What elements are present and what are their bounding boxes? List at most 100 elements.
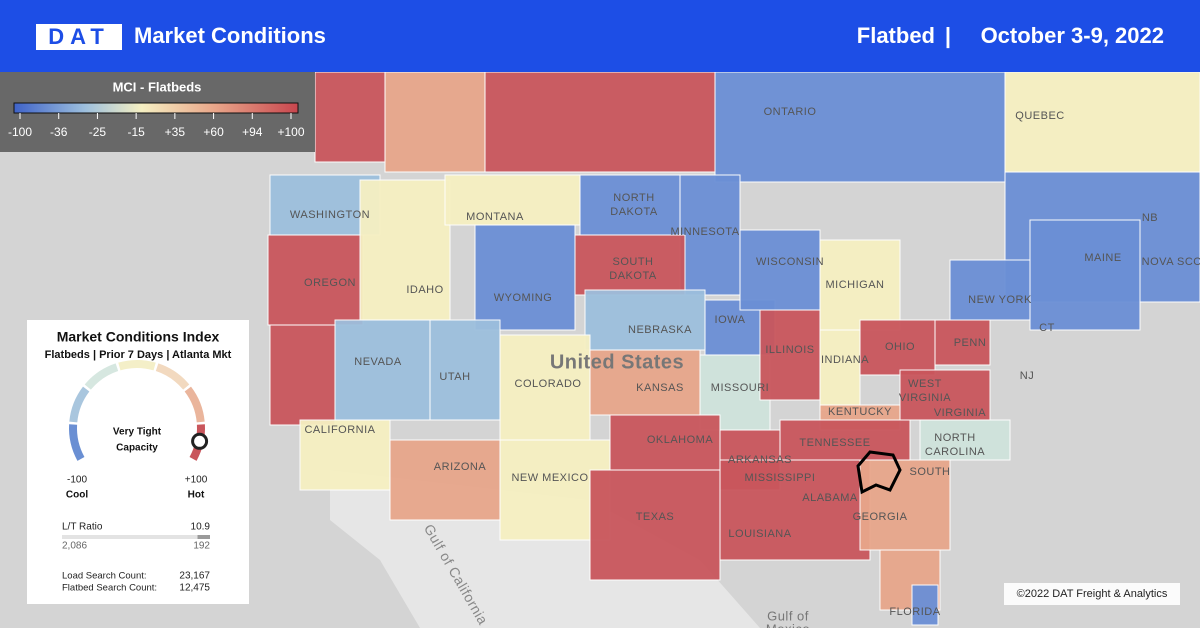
region [484,71,716,173]
header-mode: Flatbed [857,23,935,48]
region [474,224,576,331]
legend-tick-label: -25 [89,125,107,139]
gauge-marker [191,432,209,450]
region [269,324,336,426]
map-label: DAKOTA [609,270,657,282]
panel-title: Market Conditions Index [57,329,220,345]
region [919,419,1011,461]
map-label: WASHINGTON [290,209,370,221]
map-label: DAKOTA [610,206,658,218]
header-bar [0,0,1200,72]
legend-tick-label: -100 [8,125,32,139]
region [359,179,451,321]
map-label: OREGON [304,277,356,289]
region [859,319,936,376]
gauge-segment [69,386,90,423]
copyright-box [1004,583,1180,605]
map-label: MISSOURI [711,382,769,394]
map-label: QUEBEC [1015,110,1064,122]
search-label: Flatbed Search Count: [62,583,157,594]
region [714,71,1006,183]
legend-tick-label: +94 [242,125,263,139]
map [267,71,1200,628]
lt-label: L/T Ratio [62,522,103,533]
map-label: MISSISSIPPI [745,472,816,484]
map-label: PENN [954,337,987,349]
lt-value: 10.9 [191,522,211,533]
region [267,234,364,326]
map-label: INDIANA [821,354,869,366]
map-label: IOWA [715,314,746,326]
map-label: OKLAHOMA [647,434,714,446]
header-separator: | [945,23,951,48]
region [589,469,721,581]
copyright: ©2022 DAT Freight & Analytics [1017,588,1168,600]
map-label: Gulf of [767,608,809,623]
map-label: CAROLINA [925,446,985,458]
legend-tick-label: +35 [165,125,186,139]
region [911,584,939,626]
gauge-segment [84,363,119,390]
legend-tick-label: -15 [127,125,145,139]
map-label: NB [1142,212,1158,224]
map-label: NEVADA [354,356,402,368]
region [759,309,821,401]
map-label: TEXAS [636,511,675,523]
search-label: Load Search Count: [62,571,147,582]
map-label: NEBRASKA [628,324,692,336]
map-label: GEORGIA [853,511,908,523]
map-label: NJ [1020,370,1034,382]
map-label: MONTANA [466,211,524,223]
map-label: SOUTH [613,256,654,268]
map-label: MAINE [1084,252,1121,264]
lt-loads-bar [62,535,198,539]
region [719,459,871,561]
map-label: KANSAS [636,382,684,394]
lt-trucks-bar [197,535,210,539]
logo: DAT [48,24,110,49]
map-label: ALABAMA [802,492,858,504]
region [949,259,1031,321]
map-label: OHIO [885,341,915,353]
region [819,329,861,411]
map-label: SOUTH [910,466,951,478]
region [429,319,501,421]
map-label: ARIZONA [434,461,487,473]
legend-title: MCI - Flatbeds [113,79,202,94]
header-title: Market Conditions [134,23,326,48]
map-label: NOVA SCO [1142,256,1200,268]
map-label: KENTUCKY [828,406,892,418]
header-dates: October 3-9, 2022 [981,23,1164,48]
gauge-segment [184,386,205,423]
search-value: 12,475 [179,583,210,594]
map-label: NORTH [934,432,975,444]
panel-subtitle: Flatbeds | Prior 7 Days | Atlanta Mkt [45,349,232,361]
map-label: ARKANSAS [728,454,792,466]
map-label: MINNESOTA [670,226,739,238]
logo-box [36,24,122,50]
lt-loads: 2,086 [62,541,87,552]
map-label: CALIFORNIA [304,424,375,436]
map-label: LOUISIANA [728,528,791,540]
map-label: WISCONSIN [756,256,824,268]
gauge-max-label: Hot [188,490,205,501]
map-label: NORTH [613,192,654,204]
map-label: NEW MEXICO [511,472,588,484]
map-label: CT [1039,322,1055,334]
gauge-max: +100 [185,475,208,486]
map-label: COLORADO [515,378,582,390]
lt-trucks: 192 [193,541,210,552]
map-label: ILLINOIS [765,344,814,356]
region [299,419,391,491]
map-label: MICHIGAN [826,279,885,291]
region [389,439,501,521]
legend-tick-label: +60 [203,125,224,139]
gauge-segment [118,360,156,371]
region [584,289,706,351]
gauge-label: Capacity [116,443,158,454]
map-label: WEST [908,378,942,390]
map-label: TENNESSEE [799,437,870,449]
region [1004,71,1200,173]
gauge-label: Very Tight [113,427,162,438]
legend-tick-label: -36 [50,125,68,139]
